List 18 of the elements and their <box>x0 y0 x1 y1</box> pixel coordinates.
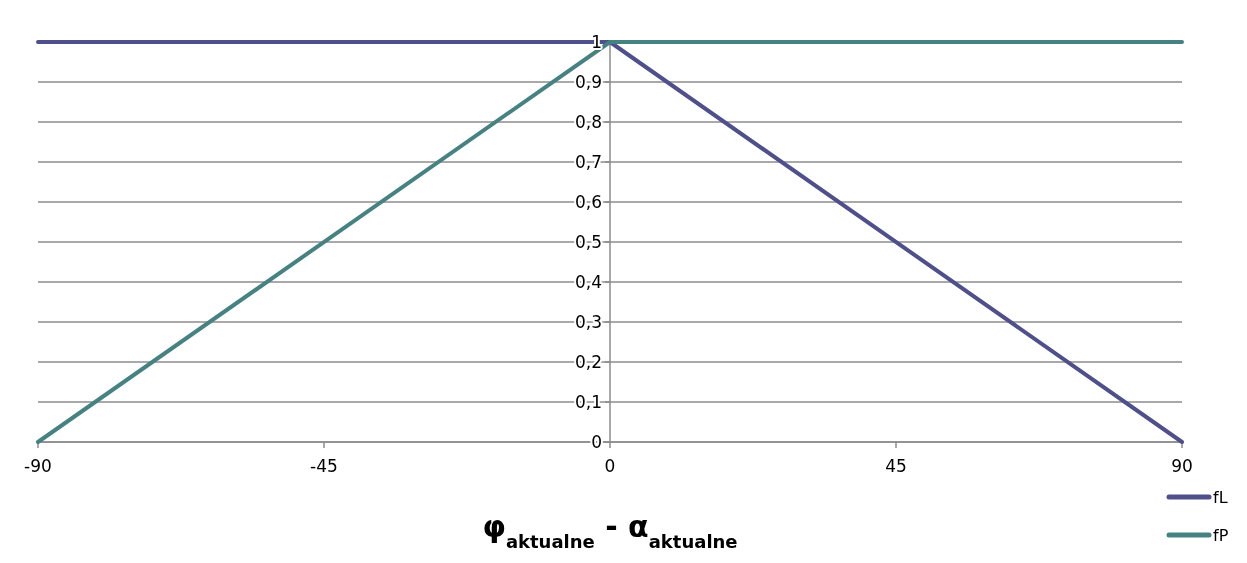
y-tick-label: 0,7 <box>574 151 602 172</box>
y-tick-label: 0,6 <box>574 191 602 212</box>
x-axis-title: φ$_{aktualne}$ - α$_{aktualne}$ <box>482 509 738 552</box>
legend-label: fP <box>1213 525 1229 545</box>
x-tick-label: -90 <box>24 456 52 476</box>
y-tick-label: 0,9 <box>574 71 602 92</box>
y-tick-label: 0,8 <box>574 111 602 132</box>
x-tick-label: 0 <box>604 456 616 476</box>
y-tick-label: 0,4 <box>574 271 602 292</box>
legend-label: fL <box>1213 487 1228 507</box>
y-tick-label: 0 <box>591 431 602 452</box>
y-tick-label: 0,3 <box>574 311 602 332</box>
y-tick-label: 0,2 <box>574 351 602 372</box>
y-tick-label: 0,5 <box>574 231 602 252</box>
x-tick-label: 45 <box>885 456 907 476</box>
y-tick-label: 0,1 <box>574 391 602 412</box>
x-tick-label: -45 <box>310 456 338 476</box>
x-tick-label: 90 <box>1171 456 1193 476</box>
